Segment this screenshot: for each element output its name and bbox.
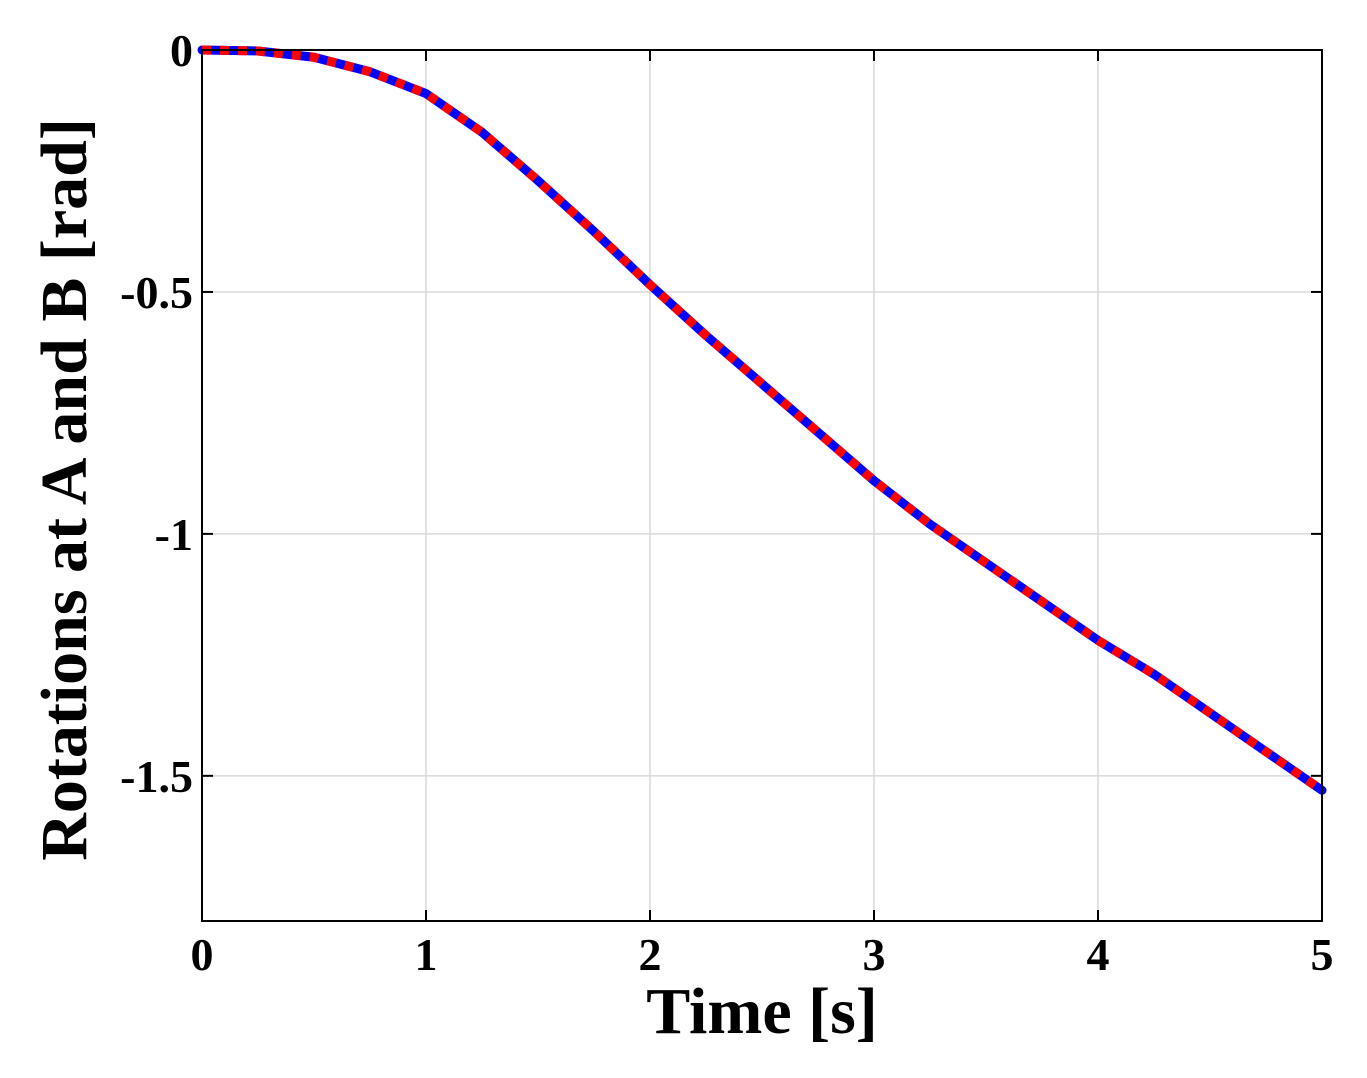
y-tick-label: -1.5	[120, 751, 193, 802]
x-axis-title: Time [s]	[646, 975, 878, 1048]
axis-ticks	[201, 49, 1323, 921]
x-tick-label: 0	[191, 929, 214, 980]
x-tick-label: 3	[863, 929, 886, 980]
data-series	[197, 45, 1327, 795]
y-tick-label: -1	[155, 509, 193, 560]
y-axis-title: Rotations at A and B [rad]	[28, 118, 101, 861]
y-axis-tick-labels: 0 -0.5 -1 -1.5	[120, 25, 193, 802]
y-tick-label: -0.5	[120, 267, 193, 318]
x-tick-label: 1	[415, 929, 438, 980]
series-line-2	[201, 45, 1325, 795]
x-tick-label: 4	[1087, 929, 1110, 980]
x-axis-tick-labels: 0 1 2 3 4 5	[191, 929, 1334, 980]
grid-lines	[202, 50, 1322, 921]
plot-area-frame	[201, 49, 1323, 922]
x-tick-label: 5	[1311, 929, 1334, 980]
x-tick-label: 2	[639, 929, 662, 980]
y-tick-label: 0	[170, 25, 193, 76]
